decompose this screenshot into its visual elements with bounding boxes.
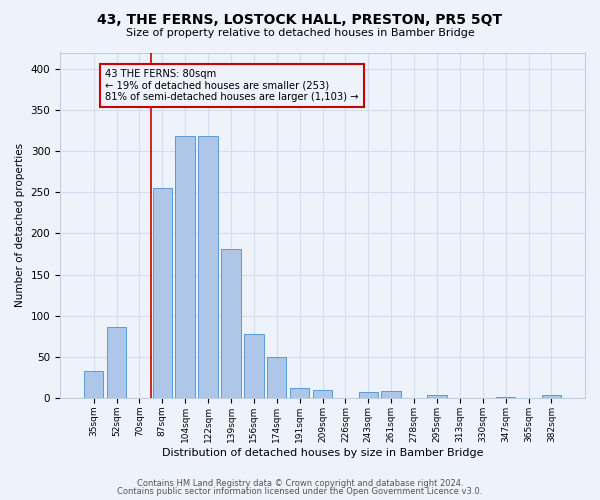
Bar [382,390,401,398]
X-axis label: Distribution of detached houses by size in Bamber Bridge: Distribution of detached houses by size … [162,448,483,458]
Bar [199,136,218,398]
Text: Size of property relative to detached houses in Bamber Bridge: Size of property relative to detached ho… [125,28,475,38]
Bar [244,334,263,398]
Bar [84,371,103,398]
Bar [175,136,195,398]
Bar [267,357,286,398]
Bar [542,394,561,398]
Bar [107,327,126,398]
Y-axis label: Number of detached properties: Number of detached properties [15,143,25,308]
Text: Contains public sector information licensed under the Open Government Licence v3: Contains public sector information licen… [118,487,482,496]
Text: 43 THE FERNS: 80sqm
← 19% of detached houses are smaller (253)
81% of semi-detac: 43 THE FERNS: 80sqm ← 19% of detached ho… [105,69,359,102]
Bar [427,396,446,398]
Bar [496,397,515,398]
Bar [221,249,241,398]
Bar [152,188,172,398]
Text: 43, THE FERNS, LOSTOCK HALL, PRESTON, PR5 5QT: 43, THE FERNS, LOSTOCK HALL, PRESTON, PR… [97,12,503,26]
Bar [313,390,332,398]
Bar [359,392,378,398]
Bar [290,388,310,398]
Text: Contains HM Land Registry data © Crown copyright and database right 2024.: Contains HM Land Registry data © Crown c… [137,478,463,488]
